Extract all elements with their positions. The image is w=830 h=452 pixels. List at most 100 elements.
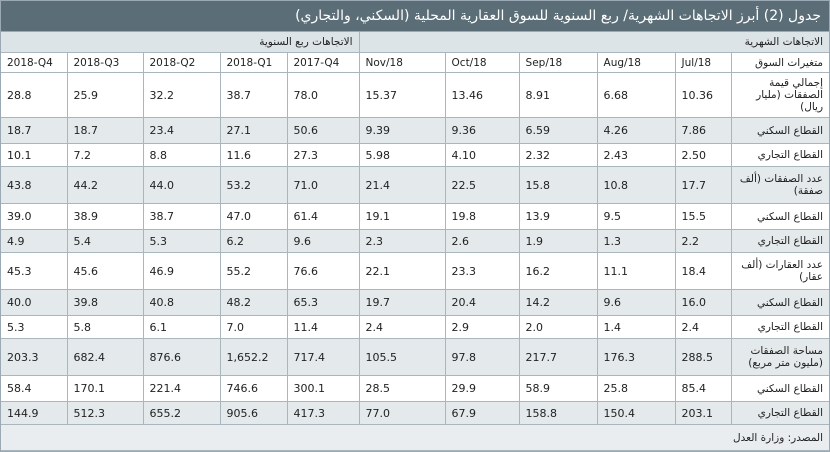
table-cell: 19.1	[358, 203, 446, 230]
table-cell: 2.4	[674, 315, 732, 339]
col-header-2018-q3: 2018-Q3	[66, 52, 143, 73]
table-cell: 512.3	[66, 401, 143, 425]
table-cell: 38.7	[219, 72, 287, 118]
table-row: 28.8 25.9 32.2 38.7 78.0 15.37 13.46 8.91 6.68 10…	[1, 72, 830, 118]
table-cell: 203.1	[674, 401, 732, 425]
table-cell: 23.4	[142, 117, 220, 144]
group-header-row: الاتجاهات ربع السنوية الاتجاهات الشهرية	[1, 32, 830, 53]
group-monthly: الاتجاهات الشهرية	[358, 32, 830, 53]
row-label: القطاع السكني	[730, 375, 830, 402]
col-header-oct18: Oct/18	[444, 52, 520, 73]
table-cell: 48.2	[219, 289, 287, 316]
table-cell: 29.9	[444, 375, 520, 402]
table-cell: 27.3	[286, 143, 360, 167]
table-cell: 5.4	[66, 229, 143, 253]
table-cell: 38.9	[66, 203, 143, 230]
row-label: القطاع التجاري	[730, 401, 830, 425]
table-cell: 7.2	[66, 143, 143, 167]
table-cell: 2.3	[358, 229, 446, 253]
table-cell: 2.0	[518, 315, 598, 339]
table-cell: 28.8	[1, 72, 67, 118]
table-cell: 18.7	[66, 117, 143, 144]
table-cell: 4.26	[596, 117, 676, 144]
col-header-2017-q4: 2017-Q4	[286, 52, 360, 73]
table-cell: 1.4	[596, 315, 676, 339]
table-cell: 10.8	[596, 166, 676, 204]
table-row: 43.8 44.2 44.0 53.2 71.0 21.4 22.5 15.8 10.8 17.7…	[1, 166, 830, 204]
table-cell: 39.0	[1, 203, 67, 230]
table-cell: 2.2	[674, 229, 732, 253]
table-cell: 876.6	[142, 338, 220, 376]
table-cell: 7.0	[219, 315, 287, 339]
table-cell: 58.4	[1, 375, 67, 402]
col-header-sep18: Sep/18	[518, 52, 598, 73]
table-cell: 85.4	[674, 375, 732, 402]
table-cell: 16.0	[674, 289, 732, 316]
table-row: 10.1 7.2 8.8 11.6 27.3 5.98 4.10 2.32 2.43 2.50 ال…	[1, 143, 830, 167]
table-cell: 203.3	[1, 338, 67, 376]
market-table: الاتجاهات ربع السنوية الاتجاهات الشهرية …	[1, 32, 830, 451]
table-row: 5.3 5.8 6.1 7.0 11.4 2.4 2.9 2.0 1.4 2.4 القطاع ال…	[1, 315, 830, 339]
row-label: القطاع السكني	[730, 289, 830, 316]
table-cell: 10.1	[1, 143, 67, 167]
table-cell: 22.5	[444, 166, 520, 204]
table-cell: 221.4	[142, 375, 220, 402]
table-row: 144.9 512.3 655.2 905.6 417.3 77.0 67.9 158.8 15…	[1, 401, 830, 425]
table-cell: 1,652.2	[219, 338, 287, 376]
table-cell: 78.0	[286, 72, 360, 118]
table-cell: 40.0	[1, 289, 67, 316]
table-row: 45.3 45.6 46.9 55.2 76.6 22.1 23.3 16.2 11.1 18.4…	[1, 252, 830, 290]
table-cell: 23.3	[444, 252, 520, 290]
table-cell: 44.0	[142, 166, 220, 204]
table-cell: 45.6	[66, 252, 143, 290]
table-cell: 14.2	[518, 289, 598, 316]
table-cell: 105.5	[358, 338, 446, 376]
source-row: المصدر: وزارة العدل	[1, 424, 830, 451]
table-cell: 717.4	[286, 338, 360, 376]
row-label: عدد العقارات (ألف عقار)	[730, 252, 830, 290]
row-label: القطاع التجاري	[730, 143, 830, 167]
table-cell: 46.9	[142, 252, 220, 290]
col-header-aug18: Aug/18	[596, 52, 676, 73]
table-cell: 17.7	[674, 166, 732, 204]
table-cell: 288.5	[674, 338, 732, 376]
table-cell: 21.4	[358, 166, 446, 204]
table-cell: 9.6	[286, 229, 360, 253]
table-cell: 13.46	[444, 72, 520, 118]
table-cell: 417.3	[286, 401, 360, 425]
row-label: القطاع السكني	[730, 203, 830, 230]
table-cell: 18.7	[1, 117, 67, 144]
table-cell: 7.86	[674, 117, 732, 144]
table-cell: 13.9	[518, 203, 598, 230]
table-cell: 11.4	[286, 315, 360, 339]
table-cell: 217.7	[518, 338, 598, 376]
col-header-2018-q4: 2018-Q4	[1, 52, 67, 73]
table-cell: 15.5	[674, 203, 732, 230]
table-cell: 27.1	[219, 117, 287, 144]
row-label: عدد الصفقات (ألف صفقة)	[730, 166, 830, 204]
table-cell: 300.1	[286, 375, 360, 402]
table-cell: 4.10	[444, 143, 520, 167]
table-row: 4.9 5.4 5.3 6.2 9.6 2.3 2.6 1.9 1.3 2.2 القطاع الت…	[1, 229, 830, 253]
table-cell: 43.8	[1, 166, 67, 204]
table-cell: 746.6	[219, 375, 287, 402]
row-label: القطاع التجاري	[730, 315, 830, 339]
table-cell: 97.8	[444, 338, 520, 376]
table-cell: 9.5	[596, 203, 676, 230]
table-cell: 38.7	[142, 203, 220, 230]
table-cell: 655.2	[142, 401, 220, 425]
table-cell: 28.5	[358, 375, 446, 402]
table-cell: 1.3	[596, 229, 676, 253]
source-note: المصدر: وزارة العدل	[1, 424, 830, 451]
table-cell: 8.91	[518, 72, 598, 118]
table-cell: 144.9	[1, 401, 67, 425]
table-cell: 20.4	[444, 289, 520, 316]
table-cell: 39.8	[66, 289, 143, 316]
table-cell: 2.43	[596, 143, 676, 167]
table-cell: 158.8	[518, 401, 598, 425]
table-cell: 2.6	[444, 229, 520, 253]
table-cell: 5.98	[358, 143, 446, 167]
col-header-variable: متغيرات السوق	[730, 52, 830, 73]
table-row: 203.3 682.4 876.6 1,652.2 717.4 105.5 97.8 217.…	[1, 338, 830, 376]
table-cell: 45.3	[1, 252, 67, 290]
